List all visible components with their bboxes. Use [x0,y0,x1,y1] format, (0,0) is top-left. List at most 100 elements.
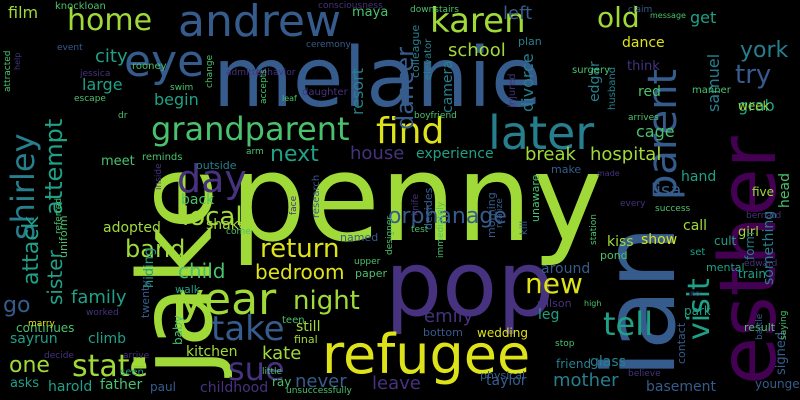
word: band [125,235,186,263]
word: grab [738,96,775,115]
word: cage [636,122,675,141]
word: film [8,3,39,22]
word: begin [154,90,199,109]
word: refugee [322,323,531,386]
word: family [71,287,127,308]
word: school [448,40,506,61]
word: find [376,111,445,152]
word: childhood [200,380,269,396]
word: head [777,173,793,208]
word: mother [553,370,619,391]
word: help [13,52,22,70]
word: upper [354,257,381,267]
word: arrive [123,351,150,361]
word: no [690,289,700,298]
word: sue [228,350,285,388]
word: baby [171,315,185,345]
word: lisa [651,180,682,201]
word: new [525,267,583,300]
word: outside [196,159,237,172]
word: jessica [80,69,111,79]
word: injured [507,73,518,108]
word: accepts [259,69,269,104]
word: arm [246,147,264,157]
word: week [738,99,770,113]
word: break [525,144,576,165]
word: manner [692,85,731,96]
word: realize [495,198,505,228]
word: consciousness [318,1,383,11]
word: dr [118,111,128,121]
word: still [296,319,321,335]
word: referred [54,197,64,234]
word: basement [646,379,716,395]
word: child [178,259,226,283]
word: every [620,199,646,209]
word: eye [124,36,205,87]
word: friend [556,357,592,371]
word: saying [779,310,789,340]
word: cult [714,234,737,248]
word: state [72,349,148,384]
word: divorce [518,53,537,112]
word: grandparent [151,110,350,148]
word: karen [430,1,526,41]
word: local [182,202,243,232]
word: meet [101,154,135,169]
word: bottom [423,326,463,339]
word: hand [681,169,717,185]
word: result [744,321,776,334]
word: city [95,46,128,67]
word: paper [355,267,387,280]
word: camera [440,60,456,113]
word: think [627,59,660,74]
word: andrew [178,0,341,47]
word: knife [411,193,421,216]
word: get [690,8,717,27]
word: continues [16,321,75,335]
word: message [650,11,686,20]
word: pop [385,232,555,337]
word: twenty [139,280,152,318]
word: attracted [3,50,13,92]
word: year [178,274,277,325]
word: red [638,84,661,100]
word: tell [603,305,654,343]
word: park [684,304,711,318]
word: station [589,214,599,245]
word: left [503,3,533,24]
word: marry [28,319,55,329]
word: paul [150,380,176,394]
word: resort [348,67,367,115]
word: return [260,234,340,264]
word: bernard [746,211,782,221]
word: kitchen [186,344,238,360]
word: never [295,371,347,392]
word: show [641,232,678,248]
word: later [488,106,595,160]
word: ray [272,375,292,389]
word: younger [755,377,800,391]
word: girl [738,225,759,240]
word: dance [622,35,665,51]
word: climb [88,331,127,347]
word: rooney [132,61,167,72]
word: named [340,231,379,244]
word: downstairs [410,5,459,15]
word: wilson [537,297,572,310]
word: surgery [572,65,611,76]
word: behavior [256,68,296,78]
word: edward [744,259,778,269]
word: ceremony [306,40,351,50]
word: next [270,142,319,167]
word: kate [262,343,302,364]
word: pond [600,249,628,262]
word: maya [352,5,389,20]
word: one [9,353,50,378]
word: believe [628,369,661,379]
word: mental [706,261,745,274]
word: research [311,174,322,218]
word: final [294,333,318,346]
word: battle [755,313,765,340]
word: made [597,169,620,178]
